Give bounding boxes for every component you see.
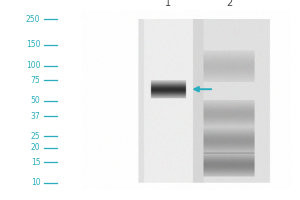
Text: 2: 2 [226,0,232,8]
Text: 75: 75 [31,76,40,85]
Text: 100: 100 [26,61,40,70]
Text: 250: 250 [26,15,40,23]
Text: 50: 50 [31,96,40,105]
Text: 10: 10 [31,178,40,187]
Text: 150: 150 [26,40,40,49]
Text: 15: 15 [31,158,40,167]
Text: 37: 37 [31,112,40,121]
Text: 25: 25 [31,132,40,141]
Text: 20: 20 [31,143,40,152]
Text: 1: 1 [165,0,172,8]
